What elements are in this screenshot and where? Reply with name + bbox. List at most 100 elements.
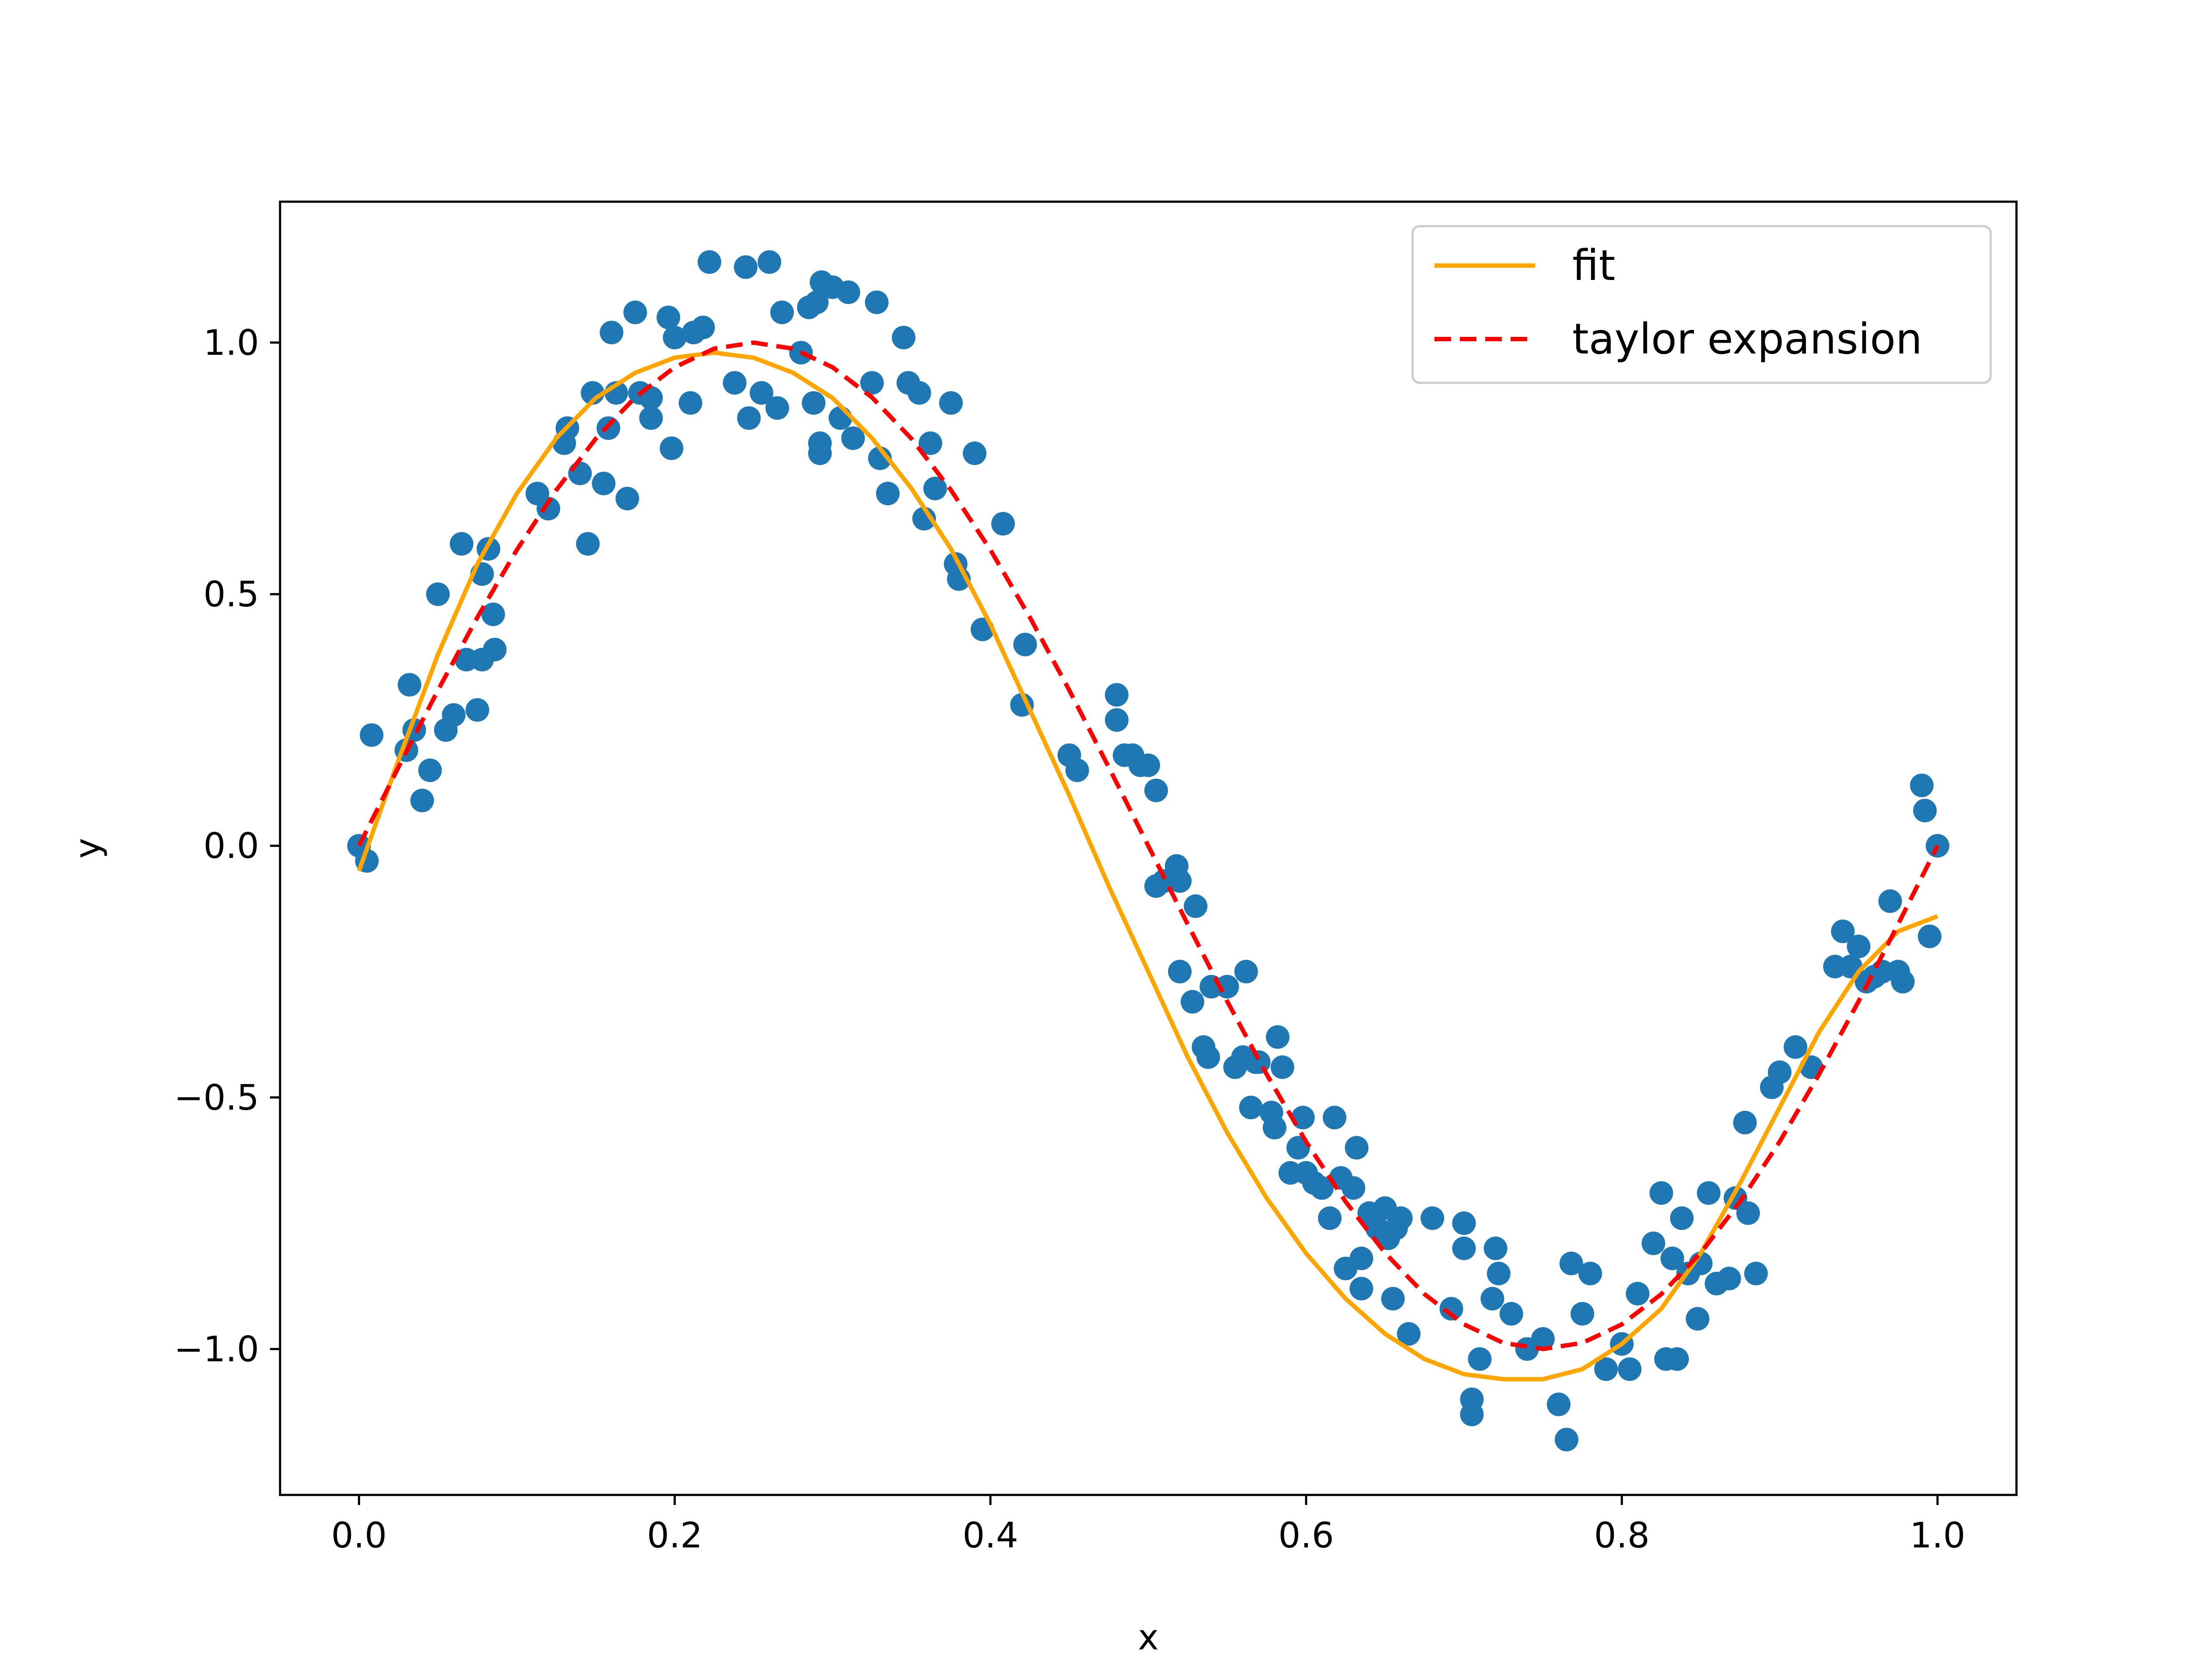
scatter-point xyxy=(1918,924,1942,948)
scatter-point xyxy=(750,381,774,405)
scatter-point xyxy=(615,486,639,511)
scatter-point xyxy=(860,371,884,395)
scatter-point xyxy=(659,436,684,460)
scatter-point xyxy=(770,301,794,324)
scatter-point xyxy=(1065,758,1089,782)
scatter-point xyxy=(1649,1181,1673,1205)
scatter-point xyxy=(891,326,915,350)
taylor-expansion-line xyxy=(357,340,1940,1351)
x-axis-label: x xyxy=(1138,1617,1158,1658)
scatter-point xyxy=(939,391,963,415)
scatter-point xyxy=(1910,774,1934,798)
scatter-point xyxy=(1487,1261,1511,1285)
scatter-point xyxy=(1452,1211,1476,1235)
scatter-point xyxy=(1878,889,1902,913)
scatter-point xyxy=(449,532,473,556)
scatter-point xyxy=(1559,1251,1583,1275)
scatter-point xyxy=(410,788,434,812)
scatter-point xyxy=(1733,1110,1757,1134)
scatter-point xyxy=(1136,753,1160,777)
scatter-point xyxy=(1381,1287,1405,1311)
scatter-point xyxy=(1847,934,1871,959)
scatter-point xyxy=(1318,1206,1342,1230)
scatter-point xyxy=(1460,1403,1484,1426)
scatter-point xyxy=(907,381,931,405)
scatter-point xyxy=(1660,1246,1684,1270)
scatter-point xyxy=(581,381,605,405)
scatter-point xyxy=(865,290,889,314)
scatter-point xyxy=(1397,1322,1421,1346)
scatter-point xyxy=(418,758,442,782)
scatter-point xyxy=(1350,1277,1373,1301)
scatter-point xyxy=(592,472,616,496)
scatter-point xyxy=(600,321,624,345)
scatter-point xyxy=(1105,683,1129,707)
scatter-point xyxy=(1452,1236,1476,1260)
scatter-point xyxy=(1717,1267,1741,1291)
scatter-point xyxy=(836,280,860,304)
legend-box xyxy=(1411,225,1992,384)
y-axis-ticks: −1.0 −0.5 0.0 0.5 1.0 xyxy=(174,322,280,1369)
axes-frame xyxy=(279,200,2018,1496)
scatter-point xyxy=(1618,1357,1642,1381)
scatter-point xyxy=(802,391,826,415)
scatter-point xyxy=(1010,693,1034,717)
scatter-point xyxy=(1341,1176,1365,1200)
scatter-point xyxy=(656,305,680,329)
scatter-point xyxy=(1310,1176,1334,1200)
scatter-point xyxy=(1665,1347,1689,1371)
scatter-point xyxy=(734,255,758,279)
scatter-point xyxy=(963,441,987,466)
scatter-point xyxy=(691,315,715,340)
scatter-point xyxy=(1270,1055,1294,1079)
scatter-point xyxy=(483,637,507,662)
scatter-point xyxy=(757,250,782,274)
x-tick-label: 0.8 xyxy=(1594,1515,1650,1556)
scatter-point xyxy=(1594,1357,1618,1381)
legend-taylor-label: taylor expansion xyxy=(1572,315,1922,364)
scatter-point xyxy=(912,507,936,531)
scatter-point xyxy=(1626,1281,1650,1306)
scatter-point xyxy=(1641,1231,1666,1255)
scatter-point xyxy=(1420,1206,1445,1230)
scatter-point xyxy=(1767,1060,1792,1084)
x-tick-label: 0.6 xyxy=(1278,1515,1334,1556)
scatter-point xyxy=(991,512,1015,536)
scatter-point xyxy=(1578,1261,1602,1285)
legend-fit-label: fit xyxy=(1572,241,1615,290)
scatter-point xyxy=(828,406,852,430)
scatter-point xyxy=(426,582,450,606)
scatter-point xyxy=(397,673,421,697)
scatter-point xyxy=(1345,1136,1369,1160)
scatter-point xyxy=(923,476,947,500)
fit-line xyxy=(357,350,1939,1382)
scatter-point xyxy=(1013,633,1037,657)
scatter-point xyxy=(1554,1428,1578,1452)
scatter-point xyxy=(765,396,789,420)
scatter-point xyxy=(1571,1302,1594,1326)
scatter-point xyxy=(1784,1035,1807,1059)
scatter-point xyxy=(1196,1045,1220,1069)
y-tick-label: −0.5 xyxy=(174,1077,259,1118)
scatter-point xyxy=(1389,1206,1413,1230)
y-tick-label: 1.0 xyxy=(203,322,259,363)
scatter-point xyxy=(360,723,384,747)
scatter-point xyxy=(568,462,592,486)
scatter-point xyxy=(1736,1201,1760,1225)
scatter-point xyxy=(808,431,832,455)
legend: fit taylor expansion xyxy=(1411,225,1992,384)
y-tick-label: 0.0 xyxy=(203,826,259,866)
scatter-point xyxy=(663,326,687,350)
scatter-point xyxy=(1105,708,1129,732)
scatter-point xyxy=(1913,798,1937,822)
scatter-point xyxy=(1184,894,1208,918)
plot-area xyxy=(347,250,1950,1452)
scatter-point xyxy=(1891,970,1915,994)
scatter-point xyxy=(1266,1025,1290,1049)
scatter-point xyxy=(678,391,702,415)
scatter-point xyxy=(737,406,761,430)
scatter-point xyxy=(841,426,865,450)
scatter-point xyxy=(1744,1261,1768,1285)
scatter-point xyxy=(1468,1347,1492,1371)
